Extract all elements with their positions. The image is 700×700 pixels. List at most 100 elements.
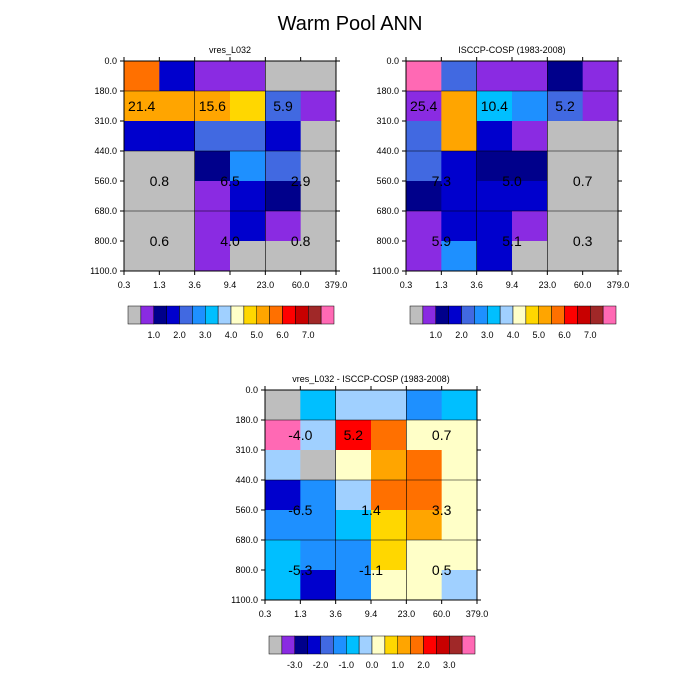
y-tick-label: 0.0 [245, 385, 258, 395]
heatmap-cell [300, 91, 337, 122]
colorbar-label: 7.0 [302, 330, 315, 340]
heatmap-cell [300, 570, 337, 601]
heatmap-cell [512, 91, 548, 122]
colorbar-swatch [282, 305, 296, 325]
x-tick-label: 3.6 [329, 609, 342, 619]
panel-title: ISCCP-COSP (1983-2008) [458, 45, 565, 55]
heatmap-cell [300, 450, 337, 481]
y-tick-label: 180.0 [235, 415, 258, 425]
heatmap-cell [582, 91, 619, 122]
cell-value-label: 5.1 [502, 233, 522, 249]
heatmap-cell [547, 91, 584, 122]
colorbar: 1.0 2.0 3.0 4.0 5.0 6.0 7.0 [127, 305, 335, 340]
heatmap-cell [265, 480, 301, 511]
heatmap-cell [300, 390, 337, 421]
heatmap-cell [512, 241, 548, 272]
colorbar-swatch [333, 635, 347, 655]
colorbar-swatch [397, 635, 411, 655]
heatmap-cell [441, 91, 478, 122]
colorbar-swatch [487, 305, 501, 325]
heatmap-cell [476, 91, 513, 122]
heatmap-cell [335, 540, 372, 571]
heatmap-cell [265, 61, 302, 92]
heatmap-cell [582, 151, 619, 182]
heatmap-cell [194, 91, 231, 122]
x-tick-label: 1.3 [435, 280, 448, 290]
colorbar-swatch [422, 305, 436, 325]
colorbar-label: -2.0 [313, 660, 329, 670]
heatmap-cell [230, 61, 266, 92]
heatmap-cell [159, 181, 196, 212]
heatmap-cell [441, 540, 478, 571]
heatmap-cell [335, 390, 372, 421]
colorbar-label: 2.0 [173, 330, 186, 340]
cell-value-label: 7.3 [432, 173, 452, 189]
cell-value-label: 5.2 [344, 427, 364, 443]
colorbar-swatch [243, 305, 257, 325]
heatmap-cell [335, 570, 372, 601]
heatmap-cell [406, 121, 442, 152]
colorbar-swatch [268, 635, 283, 655]
y-tick-label: 560.0 [94, 176, 117, 186]
heatmap-cell [265, 181, 302, 212]
heatmap-cell [230, 181, 266, 212]
cell-value-label: 15.6 [199, 98, 226, 114]
cell-value-label: 6.5 [220, 173, 240, 189]
heatmap-cell [300, 181, 337, 212]
colorbar-label: -1.0 [338, 660, 354, 670]
x-tick-label: 9.4 [224, 280, 237, 290]
colorbar-swatch [295, 305, 309, 325]
colorbar-swatch [140, 305, 154, 325]
colorbar-swatch [436, 635, 450, 655]
colorbar-label: 4.0 [225, 330, 238, 340]
heatmap-panel-2: ISCCP-COSP (1983-2008) 0.3 1.3 3.6 9.4 23.0 60… [372, 45, 629, 340]
colorbar-swatch [538, 305, 552, 325]
colorbar-swatch [127, 305, 142, 325]
cell-value-label: -6.5 [288, 502, 312, 518]
heatmap-cell [371, 420, 407, 451]
colorbar-swatch [423, 635, 437, 655]
y-tick-label: 0.0 [386, 56, 399, 66]
heatmap-cell [124, 181, 160, 212]
colorbar-swatch [230, 305, 245, 325]
cell-value-label: 21.4 [128, 98, 155, 114]
cell-value-label: 0.6 [150, 233, 170, 249]
cell-value-label: 0.5 [432, 562, 452, 578]
heatmap-cell [159, 91, 196, 122]
colorbar: 1.0 2.0 3.0 4.0 5.0 6.0 7.0 [409, 305, 617, 340]
colorbar-label: 5.0 [532, 330, 545, 340]
heatmap-cell [406, 91, 442, 122]
heatmap-cell [300, 241, 337, 272]
colorbar-swatch [449, 635, 463, 655]
heatmap-cell [582, 61, 619, 92]
x-tick-label: 23.0 [398, 609, 416, 619]
heatmap-cell [406, 181, 442, 212]
heatmap-cell [441, 480, 478, 511]
colorbar-label: 2.0 [455, 330, 468, 340]
heatmap-cell [441, 211, 478, 242]
y-tick-label: 180.0 [376, 86, 399, 96]
colorbar-swatch [256, 305, 270, 325]
heatmap-cell [230, 151, 266, 182]
heatmap-cell [582, 121, 619, 152]
heatmap-cell [512, 211, 548, 242]
heatmap-cell [300, 510, 337, 541]
cell-value-label: 5.0 [502, 173, 522, 189]
x-tick-label: 0.3 [400, 280, 413, 290]
colorbar-label: 6.0 [558, 330, 571, 340]
x-tick-label: 379.0 [607, 280, 630, 290]
y-tick-label: 180.0 [94, 86, 117, 96]
colorbar-label: 1.0 [147, 330, 160, 340]
heatmap-cell [194, 151, 231, 182]
heatmap-cell [441, 420, 478, 451]
heatmap-cell [230, 121, 266, 152]
colorbar-swatch [205, 305, 219, 325]
colorbar-swatch [384, 635, 398, 655]
heatmap-cell [265, 211, 302, 242]
heatmap-cell [512, 61, 548, 92]
colorbar-label: 4.0 [507, 330, 520, 340]
colorbar-swatch [166, 305, 180, 325]
colorbar-label: 6.0 [276, 330, 289, 340]
heatmap-cell [406, 570, 443, 601]
heatmap-cell [300, 211, 337, 242]
